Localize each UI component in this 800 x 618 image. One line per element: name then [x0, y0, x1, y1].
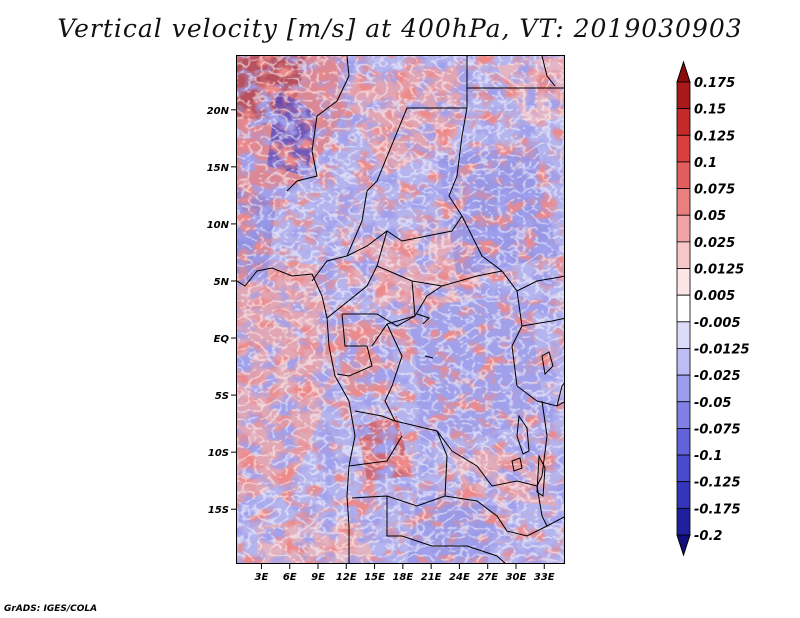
- lat-tick-label: 10N: [207, 220, 230, 231]
- colorbar-swatch: [676, 507, 691, 536]
- chart-title: Vertical velocity [m/s] at 400hPa, VT: 2…: [57, 14, 743, 43]
- colorbar-swatch: [676, 134, 691, 163]
- colorbar-label: 0.025: [694, 236, 735, 251]
- colorbar-label: 0.075: [694, 183, 735, 198]
- colorbar-swatch: [676, 348, 691, 376]
- white-speckle: [237, 56, 564, 563]
- lon-tick-label: 6E: [283, 572, 297, 583]
- colorbar-swatch: [676, 321, 691, 349]
- lon-tick-label: 3E: [255, 572, 269, 583]
- colorbar-label: -0.075: [694, 422, 741, 437]
- lat-tick-label: 5N: [214, 277, 230, 288]
- colorbar-swatch: [676, 161, 691, 189]
- colorbar-swatch: [676, 241, 691, 269]
- lon-tick-label: 24E: [449, 572, 470, 583]
- lon-tick-label: 15E: [364, 572, 385, 583]
- lon-tick-label: 27E: [477, 572, 498, 583]
- colorbar-swatch: [676, 188, 691, 216]
- colorbar-label: 0.175: [694, 76, 735, 91]
- colorbar-swatch: [676, 81, 691, 110]
- colorbar-min-arrow: [676, 534, 691, 557]
- longitude-axis: 3E 6E 9E 12E 15E 18E 21E 24E 27E 30E 33E: [255, 564, 555, 583]
- colorbar-label: -0.1: [694, 449, 722, 464]
- colorbar-label: 0.005: [694, 289, 735, 304]
- lon-tick-label: 18E: [392, 572, 413, 583]
- colorbar-label: -0.125: [694, 476, 741, 491]
- lat-tick-label: 20N: [207, 106, 230, 117]
- colorbar-label: -0.0125: [694, 342, 750, 357]
- colorbar-label: 0.15: [694, 103, 726, 118]
- colorbar-swatch: [676, 428, 691, 456]
- colorbar-swatch: [676, 374, 691, 403]
- colorbar-label: 0.0125: [694, 263, 744, 278]
- lat-tick-label: 15S: [208, 505, 229, 516]
- colorbar-label: -0.005: [694, 316, 741, 331]
- latitude-axis: 20N 15N 10N 5N EQ 5S 10S 15S: [207, 106, 236, 516]
- lon-tick-label: 21E: [421, 572, 442, 583]
- colorbar-swatch: [676, 401, 691, 429]
- colorbar-swatch: [676, 454, 691, 483]
- colorbar-label: 0.125: [694, 129, 735, 144]
- colorbar-label: -0.025: [694, 369, 741, 384]
- colorbar-swatch: [676, 108, 691, 136]
- velocity-field: [237, 56, 564, 563]
- colorbar-max-arrow: [676, 60, 691, 83]
- lon-tick-label: 30E: [506, 572, 527, 583]
- grads-credit: GrADS: IGES/COLA: [4, 604, 98, 614]
- lat-tick-label: 15N: [207, 163, 230, 174]
- lat-tick-label: 10S: [208, 448, 229, 459]
- colorbar-swatch: [676, 214, 691, 243]
- lat-tick-label: 5S: [215, 391, 229, 402]
- colorbar-swatch: [676, 294, 691, 323]
- colorbar-label: -0.2: [694, 529, 722, 544]
- lon-tick-label: 33E: [534, 572, 555, 583]
- colorbar: 0.175 0.15 0.125 0.1 0.075 0.05 0.025 0.0125 0.0…: [676, 60, 750, 557]
- colorbar-label: -0.05: [694, 396, 731, 411]
- lat-tick-label: EQ: [214, 334, 230, 345]
- colorbar-swatch: [676, 481, 691, 509]
- map-panel: [236, 55, 565, 564]
- country-borders: [237, 56, 564, 563]
- colorbar-label: 0.1: [694, 156, 717, 171]
- colorbar-label: 0.05: [694, 209, 726, 224]
- colorbar-swatch: [676, 268, 691, 296]
- lon-tick-label: 12E: [336, 572, 357, 583]
- colorbar-label: -0.175: [694, 502, 741, 517]
- lon-tick-label: 9E: [311, 572, 325, 583]
